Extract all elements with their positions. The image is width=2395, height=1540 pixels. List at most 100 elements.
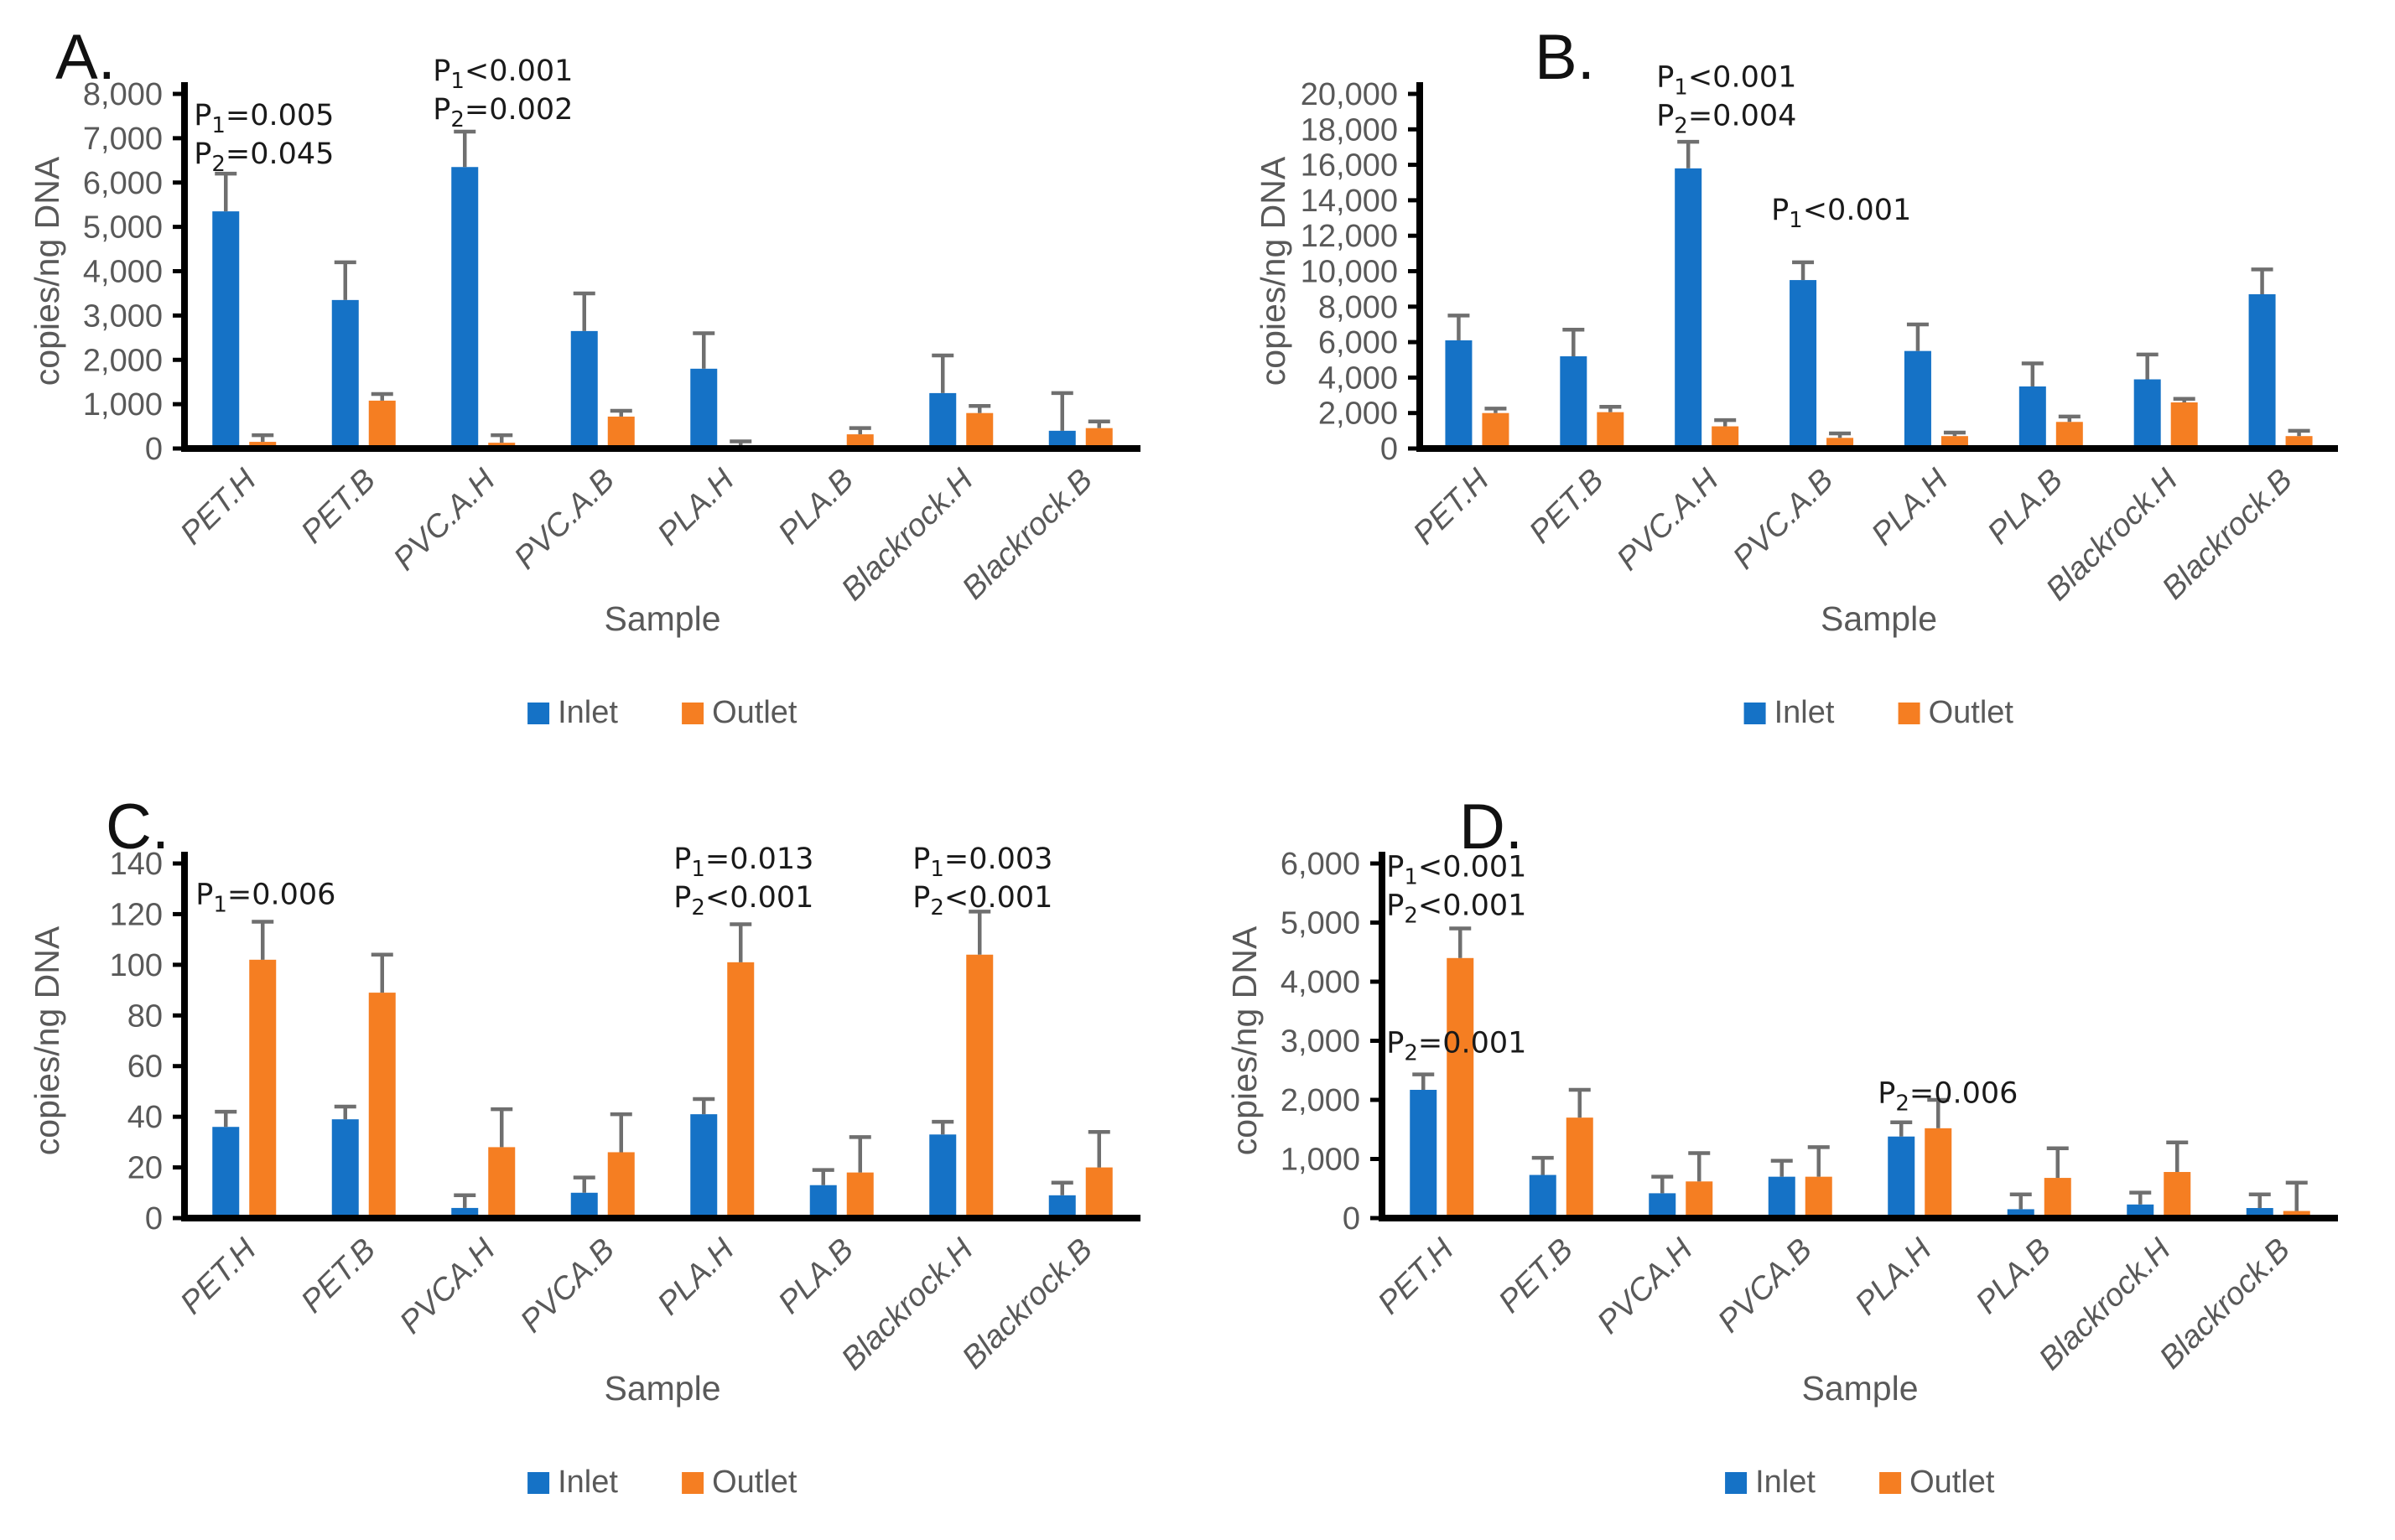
y-tick-label: 12,000 [1301, 219, 1398, 254]
bar-outlet-blackrock.b [1085, 428, 1113, 449]
y-tick-label: 3,000 [83, 298, 163, 334]
bar-inlet-pla.h [1904, 350, 1931, 449]
x-category-label: PLA.H [1848, 1231, 1939, 1322]
y-tick-label: 5,000 [83, 210, 163, 246]
legend-swatch-outlet [1898, 703, 1920, 724]
y-tick-label: 18,000 [1301, 112, 1398, 148]
bar-inlet-pet.h [1410, 1090, 1437, 1218]
p-value-annotation: P2<0.001 [673, 881, 813, 920]
x-category-label: PET.H [174, 462, 263, 552]
legend: Inlet Outlet [1743, 695, 2014, 730]
x-category-label: PET.H [1406, 462, 1496, 552]
y-tick-label: 5,000 [1281, 906, 1360, 941]
bar-outlet-pla.b [846, 1172, 874, 1218]
bar-inlet-pvca.h [1649, 1193, 1676, 1218]
bar-inlet-pla.b [809, 1185, 837, 1218]
x-category-label: PVC.A.B [507, 463, 621, 577]
legend-swatch-inlet [527, 703, 550, 724]
y-axis-title: copies/ng DNA [28, 156, 66, 386]
bar-inlet-blackrock.h [929, 392, 957, 449]
x-category-label: PVCA.B [1712, 1232, 1819, 1340]
bar-outlet-pet.h [1482, 412, 1509, 449]
y-tick-label: 0 [1343, 1201, 1360, 1237]
y-tick-label: 8,000 [1318, 290, 1398, 325]
y-tick-label: 20,000 [1301, 77, 1398, 112]
legend-swatch-outlet [682, 1472, 704, 1494]
bar-inlet-pet.h [212, 211, 240, 449]
bar-inlet-blackrock.b [2248, 293, 2276, 449]
bar-inlet-blackrock.h [929, 1134, 957, 1218]
bar-outlet-blackrock.b [1085, 1167, 1113, 1218]
x-axis-title: Sample [604, 1369, 720, 1408]
p-value-annotation: P2=0.006 [1878, 1077, 2018, 1117]
bar-outlet-pla.h [1925, 1128, 1952, 1218]
legend-label-inlet: Inlet [1755, 1465, 1816, 1500]
x-category-label: PLA.H [651, 462, 741, 552]
p-value-annotation: P1=0.005 [194, 99, 334, 138]
panel-b-letter: B. [1535, 22, 1595, 93]
panel-d-letter: D. [1459, 791, 1523, 863]
bar-outlet-pla.b [846, 434, 874, 449]
legend-swatch-inlet [1743, 703, 1766, 724]
y-tick-label: 100 [110, 948, 163, 983]
bar-inlet-pvca.b [570, 1192, 598, 1218]
x-category-label: Blackrock.B [956, 463, 1100, 607]
x-category-label: PLA.H [1865, 462, 1956, 552]
bar-inlet-pet.b [1560, 356, 1587, 449]
x-category-label: PLA.B [771, 1232, 860, 1321]
y-axis-title: copies/ng DNA [28, 926, 66, 1155]
y-tick-label: 0 [145, 432, 163, 467]
p-value-annotation: P2<0.001 [1386, 889, 1526, 929]
x-axis-title: Sample [1821, 599, 1937, 638]
y-tick-label: 20 [127, 1151, 163, 1186]
x-category-label: PLA.B [771, 463, 860, 552]
y-tick-label: 80 [127, 998, 163, 1034]
y-tick-label: 3,000 [1281, 1024, 1360, 1060]
p-value-annotation: P2=0.004 [1656, 100, 1796, 139]
x-category-label: PVCA.H [393, 1231, 502, 1340]
legend-label-inlet: Inlet [1774, 695, 1835, 730]
bar-outlet-pet.h [249, 959, 277, 1218]
y-tick-label: 0 [1380, 432, 1398, 467]
x-category-label: PLA.B [1969, 1232, 2058, 1321]
bar-outlet-pet.b [1566, 1117, 1593, 1218]
bar-outlet-blackrock.b [2283, 1211, 2310, 1218]
legend: Inlet Outlet [1725, 1465, 1995, 1500]
legend-label-outlet: Outlet [1929, 695, 2014, 730]
x-category-label: PVC.A.B [1727, 463, 1841, 577]
bar-inlet-pet.b [1529, 1174, 1556, 1218]
y-tick-label: 140 [110, 847, 163, 882]
y-tick-label: 6,000 [1281, 847, 1360, 882]
legend-label-outlet: Outlet [1909, 1465, 1995, 1500]
x-axis-title: Sample [604, 599, 720, 638]
x-category-label: Blackrock.B [956, 1232, 1100, 1377]
y-tick-label: 16,000 [1301, 148, 1398, 184]
p-value-annotation: P2=0.001 [1386, 1027, 1526, 1066]
bar-outlet-pvca.b [607, 1152, 635, 1218]
legend-swatch-inlet [527, 1472, 550, 1494]
panel-a-letter: A. [55, 22, 116, 93]
p-value-annotation: P2=0.002 [433, 93, 573, 132]
panel-c-letter: C. [106, 791, 169, 863]
p-value-annotation: P1<0.001 [1656, 61, 1796, 101]
bar-outlet-blackrock.h [966, 412, 994, 449]
p-value-annotation: P2<0.001 [912, 881, 1052, 920]
bar-outlet-pet.b [368, 993, 396, 1218]
panel-d-chart: D. copies/ng DNA 0 1,000 2,000 3,000 4,000 5,00… [1225, 791, 2338, 1500]
bar-outlet-pla.h [727, 962, 755, 1218]
y-tick-label: 1,000 [83, 387, 163, 423]
p-value-annotation: P1<0.001 [1386, 851, 1526, 890]
x-category-label: PLA.H [651, 1231, 741, 1322]
x-axis-title: Sample [1801, 1369, 1918, 1408]
bar-inlet-pvc.a.b [1790, 280, 1817, 449]
bar-inlet-blackrock.h [2127, 1204, 2154, 1218]
x-category-label: PVCA.B [514, 1232, 621, 1340]
y-tick-label: 4,000 [1318, 360, 1398, 396]
y-tick-label: 10,000 [1301, 255, 1398, 290]
legend-label-inlet: Inlet [558, 695, 618, 730]
bar-inlet-pvc.a.h [451, 167, 479, 449]
x-category-label: PVC.A.H [387, 462, 502, 578]
bar-inlet-pvca.b [1768, 1176, 1795, 1218]
x-category-label: PET.B [1523, 463, 1611, 551]
y-tick-label: 2,000 [83, 343, 163, 378]
